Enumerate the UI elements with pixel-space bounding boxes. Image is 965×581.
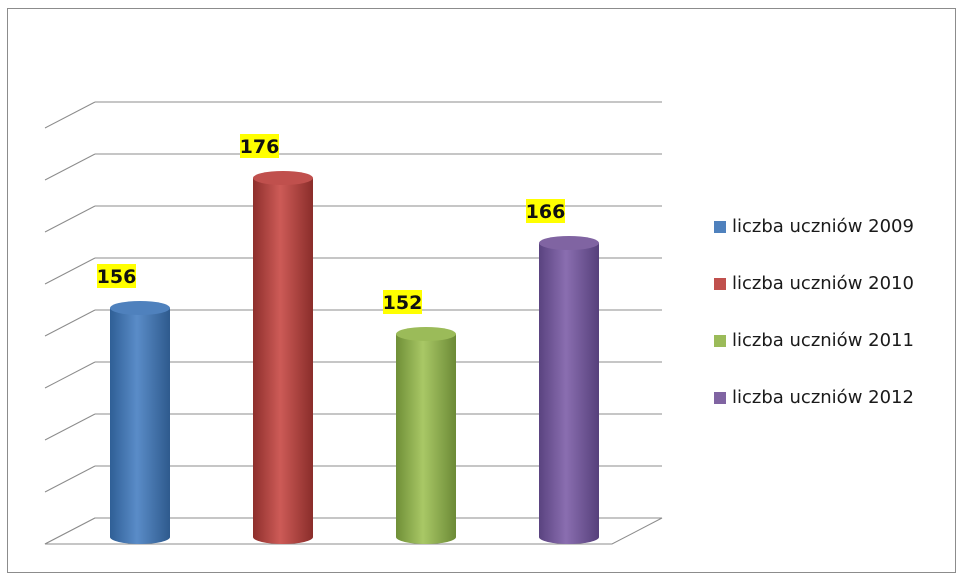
data-label-text: 176 [240,136,280,158]
legend-swatch [714,334,726,347]
gridline-side [44,257,96,285]
gridline-side [44,413,96,441]
legend-label: liczba uczniów 2010 [732,273,914,294]
legend-swatch [714,277,726,290]
bar-body [110,308,170,544]
bar-top [110,301,170,315]
legend-swatch [714,391,726,404]
legend-item: liczba uczniów 2011 [714,326,914,355]
gridline-side [44,205,96,233]
data-label: 152 [383,290,423,314]
bar [110,301,170,544]
legend-swatch [714,220,726,233]
bar-top [396,327,456,341]
legend-label: liczba uczniów 2011 [732,330,914,351]
data-label: 176 [240,134,280,158]
chart-data-labels: 156 176 152 166 [97,134,566,314]
legend-item: liczba uczniów 2010 [714,269,914,298]
data-label-text: 166 [526,201,566,223]
gridline-side [44,153,96,181]
data-label-text: 152 [383,292,423,314]
bar-body [539,243,599,544]
data-label-text: 156 [97,266,137,288]
legend-label: liczba uczniów 2012 [732,387,914,408]
data-label: 166 [526,199,566,223]
legend-item: liczba uczniów 2009 [714,212,914,241]
gridline-side [44,361,96,389]
chart-gridlines [44,101,663,545]
chart-legend: liczba uczniów 2009 liczba uczniów 2010 li… [714,212,914,440]
bar [539,236,599,544]
bar [396,327,456,544]
gridline-side [44,465,96,493]
data-label-background [97,264,136,288]
data-label-background [383,290,422,314]
bar [253,171,313,544]
data-label: 156 [97,264,137,288]
legend-label: liczba uczniów 2009 [732,216,914,237]
bar-top [539,236,599,250]
gridline-side [44,101,96,129]
data-label-background [240,134,279,158]
data-label-background [526,199,565,223]
chart-floor [44,517,663,545]
bar-body [253,178,313,544]
bar-body [396,334,456,544]
chart-bars [110,171,599,544]
legend-item: liczba uczniów 2012 [714,383,914,412]
gridline-side [44,309,96,337]
bar-top [253,171,313,185]
